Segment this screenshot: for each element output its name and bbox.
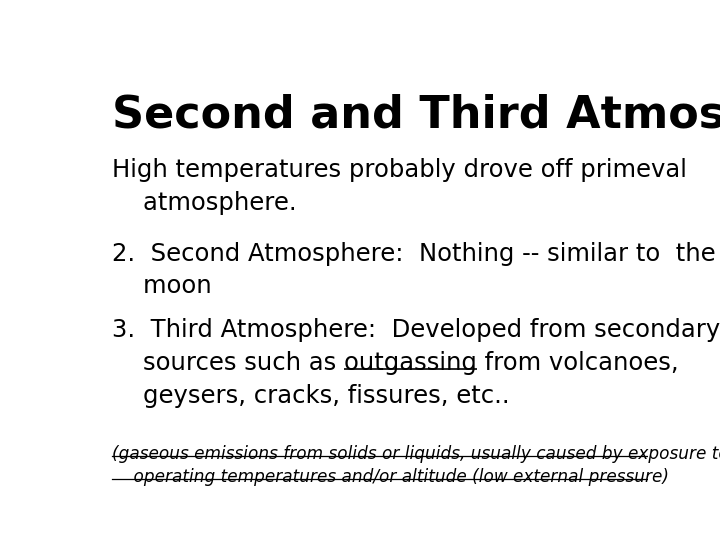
Text: sources such as: sources such as	[112, 319, 344, 342]
Text: (gaseous emissions from solids or liquids, usually caused by exposure to high: (gaseous emissions from solids or liquid…	[112, 431, 720, 449]
Text: (gaseous emissions from solids or liquids, usually caused by exposure to high
  : (gaseous emissions from solids or liquid…	[112, 446, 720, 486]
Text: High temperatures probably drove off primeval
    atmosphere.: High temperatures probably drove off pri…	[112, 158, 687, 215]
Text: 3.  Third Atmosphere:  Developed from secondary
    sources such as outgassing f: 3. Third Atmosphere: Developed from seco…	[112, 319, 720, 408]
Text: operating temperatures and/or altitude (low external pressure): operating temperatures and/or altitude (…	[112, 431, 670, 449]
Text: outgassing: outgassing	[112, 319, 246, 342]
Text: Second and Third Atmospheres: Second and Third Atmospheres	[112, 94, 720, 137]
Text: 2.  Second Atmosphere:  Nothing -- similar to  the
    moon: 2. Second Atmosphere: Nothing -- similar…	[112, 241, 716, 298]
